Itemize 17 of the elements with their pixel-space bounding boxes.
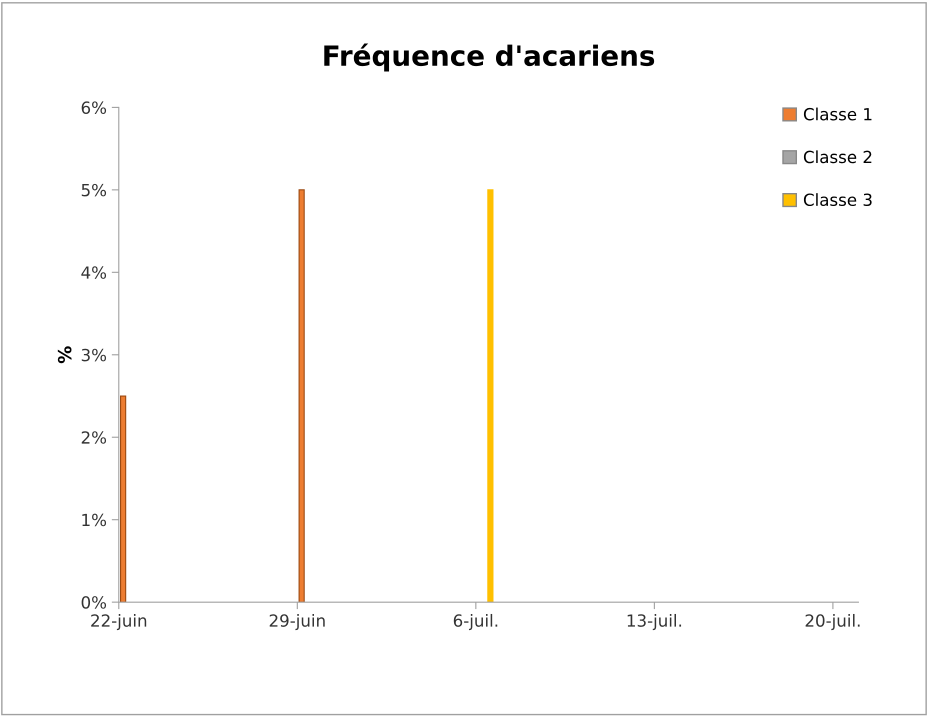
y-tick-label: 0% [82,596,106,609]
x-tick-label: 20-juil. [806,614,860,630]
chart-title: Fréquence d'acariens [324,44,654,72]
legend-label: Classe 3 [804,193,872,206]
x-tick-label: 29-juin [270,614,325,630]
x-tick-label: 13-juil. [628,614,682,630]
y-tick-label: 5% [82,184,106,196]
x-tick-label: 6-juil. [454,614,498,630]
y-tick-label: 3% [82,348,106,362]
legend-label: Classe 1 [804,108,872,120]
y-tick-label: 2% [82,431,106,444]
x-tick-label: 22-juin [91,614,146,630]
y-axis-title: % [58,346,72,364]
legend-label: Classe 2 [804,150,872,164]
y-tick-label: 1% [82,514,106,526]
y-tick-label: 6% [82,101,106,114]
y-tick-label: 4% [81,266,106,279]
